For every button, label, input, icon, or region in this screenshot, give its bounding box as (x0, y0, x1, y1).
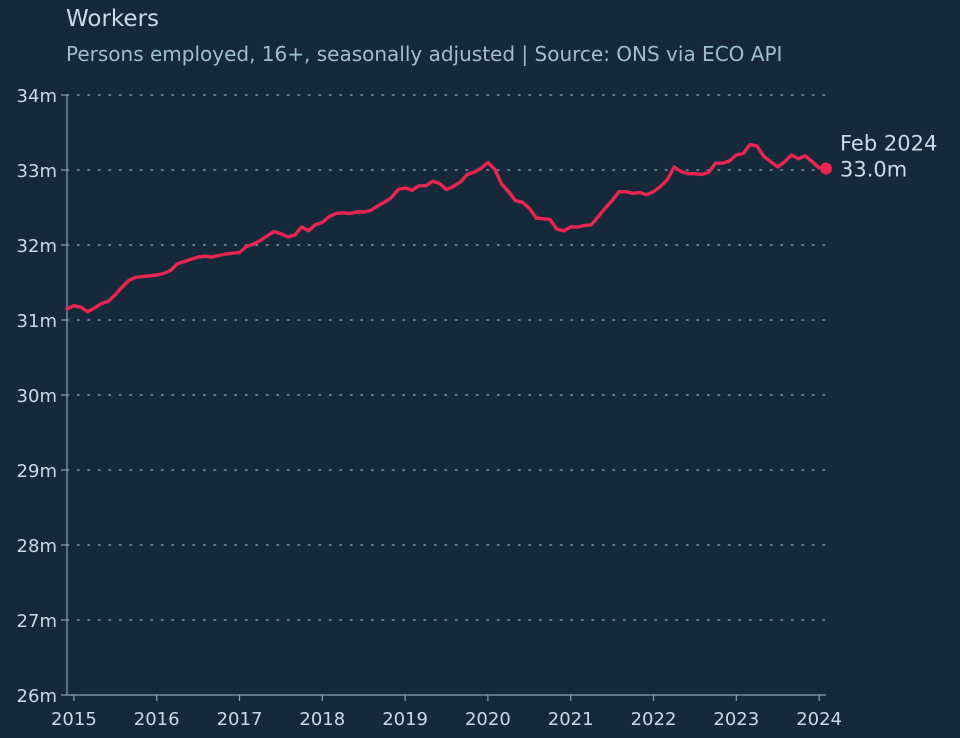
x-tick-label: 2024 (796, 709, 842, 730)
y-tick-label: 29m (17, 461, 57, 482)
y-tick-label: 28m (17, 536, 57, 557)
y-tick-label: 33m (17, 161, 57, 182)
x-tick-label: 2018 (299, 709, 345, 730)
x-tick-label: 2016 (134, 709, 180, 730)
y-tick-label: 30m (17, 386, 57, 407)
y-tick-label: 32m (17, 236, 57, 257)
x-tick-label: 2023 (713, 709, 759, 730)
gridlines (66, 94, 827, 621)
y-tick-label: 26m (17, 686, 57, 707)
annotation-value-label: 33.0m (840, 158, 907, 182)
last-point-marker (820, 162, 832, 175)
chart-subtitle: Persons employed, 16+, seasonally adjust… (66, 42, 783, 66)
series-line (65, 142, 828, 314)
x-tick-label: 2015 (51, 709, 97, 730)
x-axis-ticks: 2015 2016 2017 2018 2019 2020 2021 2022 2023 2024 (51, 695, 842, 730)
x-tick-label: 2017 (217, 709, 263, 730)
x-tick-label: 2019 (382, 709, 428, 730)
series-layer (65, 142, 832, 314)
x-tick-label: 2022 (631, 709, 677, 730)
y-tick-label: 34m (17, 86, 57, 107)
annotation-layer: Feb 2024 33.0m (840, 132, 937, 182)
y-axis-ticks: 26m 27m 28m 29m 30m 31m 32m 33m 34m (17, 86, 67, 707)
x-tick-label: 2021 (548, 709, 594, 730)
x-tick-label: 2020 (465, 709, 511, 730)
y-tick-label: 31m (17, 311, 57, 332)
chart-title: Workers (66, 6, 160, 32)
annotation-date-label: Feb 2024 (840, 132, 937, 156)
y-tick-label: 27m (17, 611, 57, 632)
